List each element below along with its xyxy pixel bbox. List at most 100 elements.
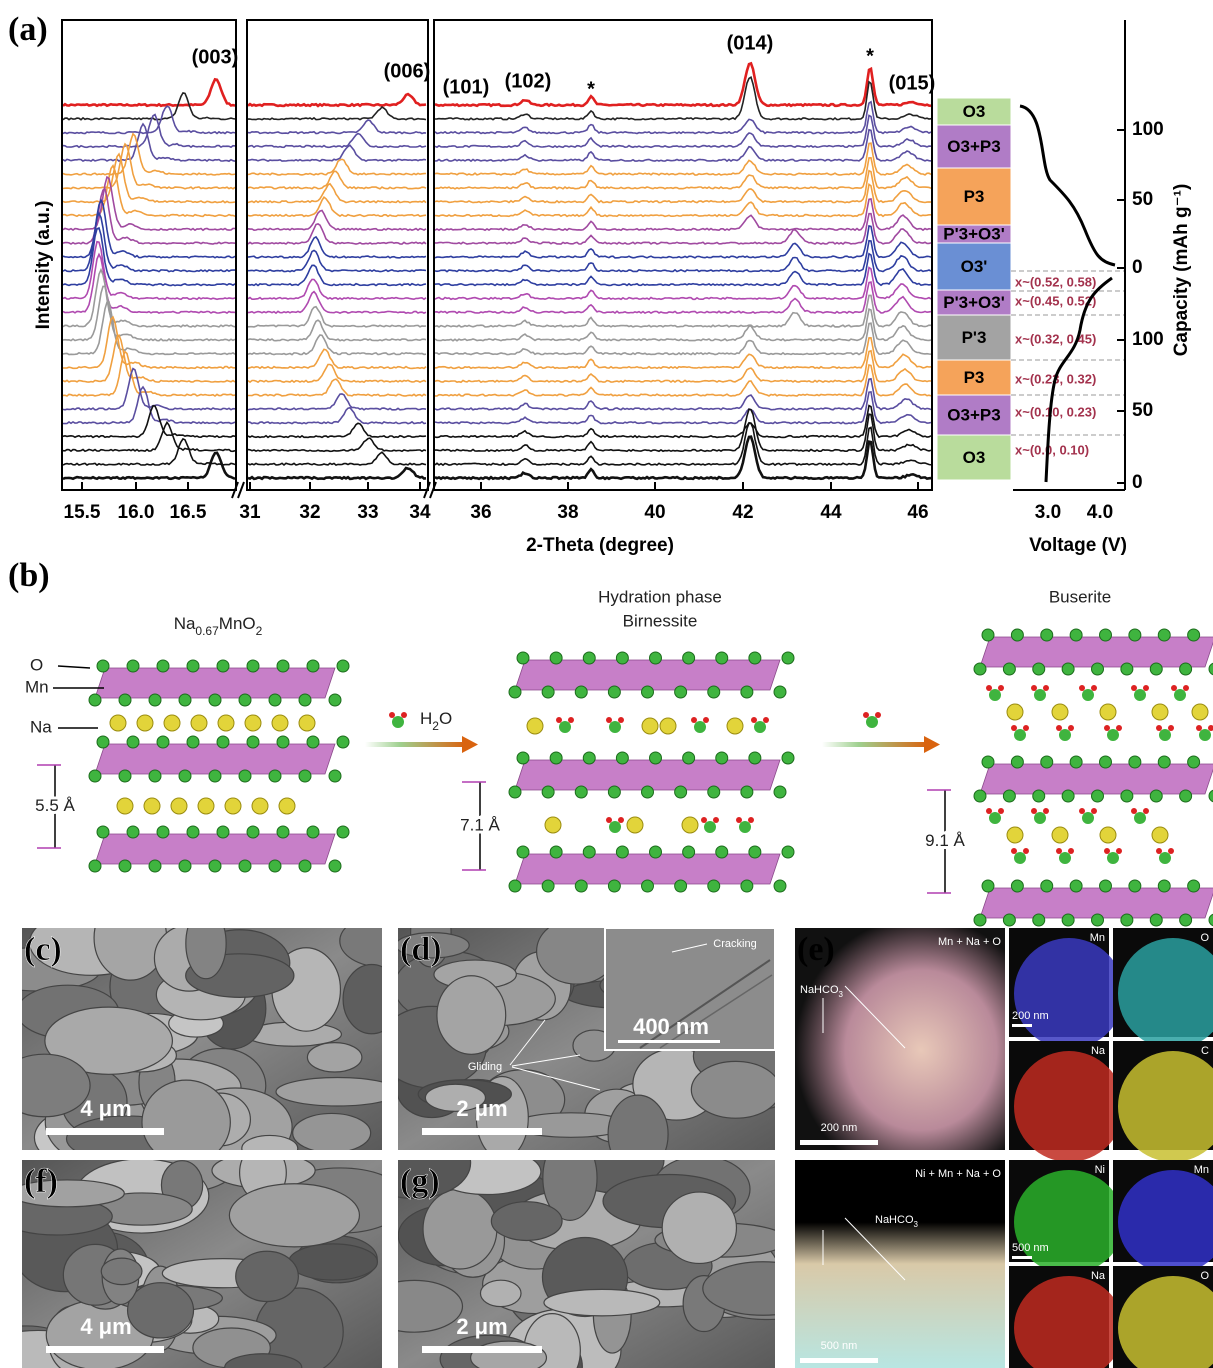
plot-frame [433, 19, 933, 491]
phase-label: O3+P3 [947, 405, 1000, 424]
oxygen-atom [118, 769, 132, 783]
water-o [704, 821, 716, 833]
text-part: 2 [432, 719, 439, 733]
water-h [1079, 685, 1085, 691]
water-h [1056, 848, 1062, 854]
sodium-atom [1151, 826, 1169, 844]
phase-band [936, 359, 1012, 396]
map-label: Ni [1095, 1164, 1105, 1176]
oxygen-atom [238, 769, 252, 783]
xrd-pattern [62, 187, 932, 245]
x-tick-label: 4.0 [1087, 502, 1113, 523]
sodium-atom [544, 816, 562, 834]
water-h [1116, 725, 1122, 731]
phase-label: P'3+O3' [943, 224, 1004, 243]
oxygen-atom [208, 769, 222, 783]
scale-bar [800, 1140, 878, 1145]
oxygen-atom [674, 879, 688, 893]
oxygen-atom [238, 693, 252, 707]
annotation: NaHCO3 [875, 1214, 919, 1229]
oxygen-atom [96, 659, 110, 673]
oxygen-atom [748, 845, 762, 859]
oxygen-atom [1010, 628, 1024, 642]
sodium-atom [1099, 703, 1117, 721]
peak-label: (006) [384, 60, 431, 82]
oxygen-atom [1128, 628, 1142, 642]
water-h [1183, 685, 1189, 691]
oxygen-atom [516, 751, 530, 765]
scale-bar [46, 1128, 164, 1135]
text-part: 2 [256, 624, 263, 638]
oxygen-atom [508, 879, 522, 893]
sodium-atom [197, 797, 215, 815]
xrd-pattern [62, 142, 932, 190]
element-signal [1118, 938, 1213, 1049]
sem-image [22, 928, 382, 1150]
water-o [392, 716, 404, 728]
grain [275, 1076, 382, 1107]
composition-label: x~(0.32, 0.45) [1015, 331, 1096, 346]
scale-label: 4 μm [80, 1314, 131, 1339]
y-tick-label: 50 [1132, 400, 1153, 421]
sodium-atom [251, 797, 269, 815]
structure-title: Buserite [1049, 587, 1111, 606]
oxygen-atom [96, 735, 110, 749]
water-o [1107, 729, 1119, 741]
grain [126, 1282, 195, 1339]
panel-label: (f) [24, 1163, 58, 1200]
oxygen-atom [1099, 628, 1112, 642]
x-axis-label: 2-Theta (degree) [526, 535, 674, 556]
oxygen-atom [276, 735, 290, 749]
axis-break [423, 481, 431, 499]
oxygen-atom [328, 769, 342, 783]
water-h [748, 817, 754, 823]
x-tick-label: 32 [299, 502, 320, 523]
oxygen-atom [541, 685, 555, 699]
pointer [57, 665, 91, 669]
sodium-atom [1191, 703, 1209, 721]
oxygen-atom [208, 693, 222, 707]
water-h [1023, 848, 1029, 854]
text-part: 0.67 [195, 624, 219, 638]
sodium-atom [681, 816, 699, 834]
water-h [713, 817, 719, 823]
panel-label: (e) [797, 931, 835, 968]
atom-label: O [30, 655, 43, 674]
sodium-atom [641, 717, 659, 735]
xrd-pattern [62, 385, 932, 425]
oxygen-atom [88, 859, 102, 873]
phase-label: O3' [961, 257, 988, 276]
oxygen-atom [1010, 879, 1024, 893]
oxygen-atom [336, 735, 350, 749]
oxygen-atom [246, 659, 260, 673]
grain [398, 931, 470, 959]
oxygen-atom [126, 735, 140, 749]
panel-label: (d) [400, 931, 442, 968]
oxygen-atom [773, 879, 787, 893]
oxygen-atom [574, 879, 588, 893]
map-label: C [1201, 1045, 1209, 1057]
map-label: O [1200, 1270, 1209, 1282]
grain [490, 1201, 563, 1242]
oxygen-atom [148, 693, 162, 707]
map-label: Na [1091, 1045, 1106, 1057]
eds-map [795, 928, 1005, 1150]
oxygen-atom [1010, 755, 1024, 769]
sodium-atom [626, 816, 644, 834]
oxygen-atom [246, 825, 260, 839]
oxygen-atom [306, 825, 320, 839]
oxygen-atom [1091, 662, 1104, 676]
oxygen-atom [1091, 789, 1104, 803]
peak-label: * [587, 78, 595, 100]
grain [702, 1261, 775, 1316]
oxygen-atom [216, 735, 230, 749]
phase-label: P3 [964, 368, 985, 387]
oxygen-atom [156, 735, 170, 749]
water-h [1023, 725, 1029, 731]
water-h [986, 685, 992, 691]
water-h [1068, 725, 1074, 731]
y-tick-label: 0 [1132, 257, 1143, 278]
oxygen-atom [549, 751, 563, 765]
water-o [1059, 729, 1071, 741]
water-o [1174, 689, 1186, 701]
